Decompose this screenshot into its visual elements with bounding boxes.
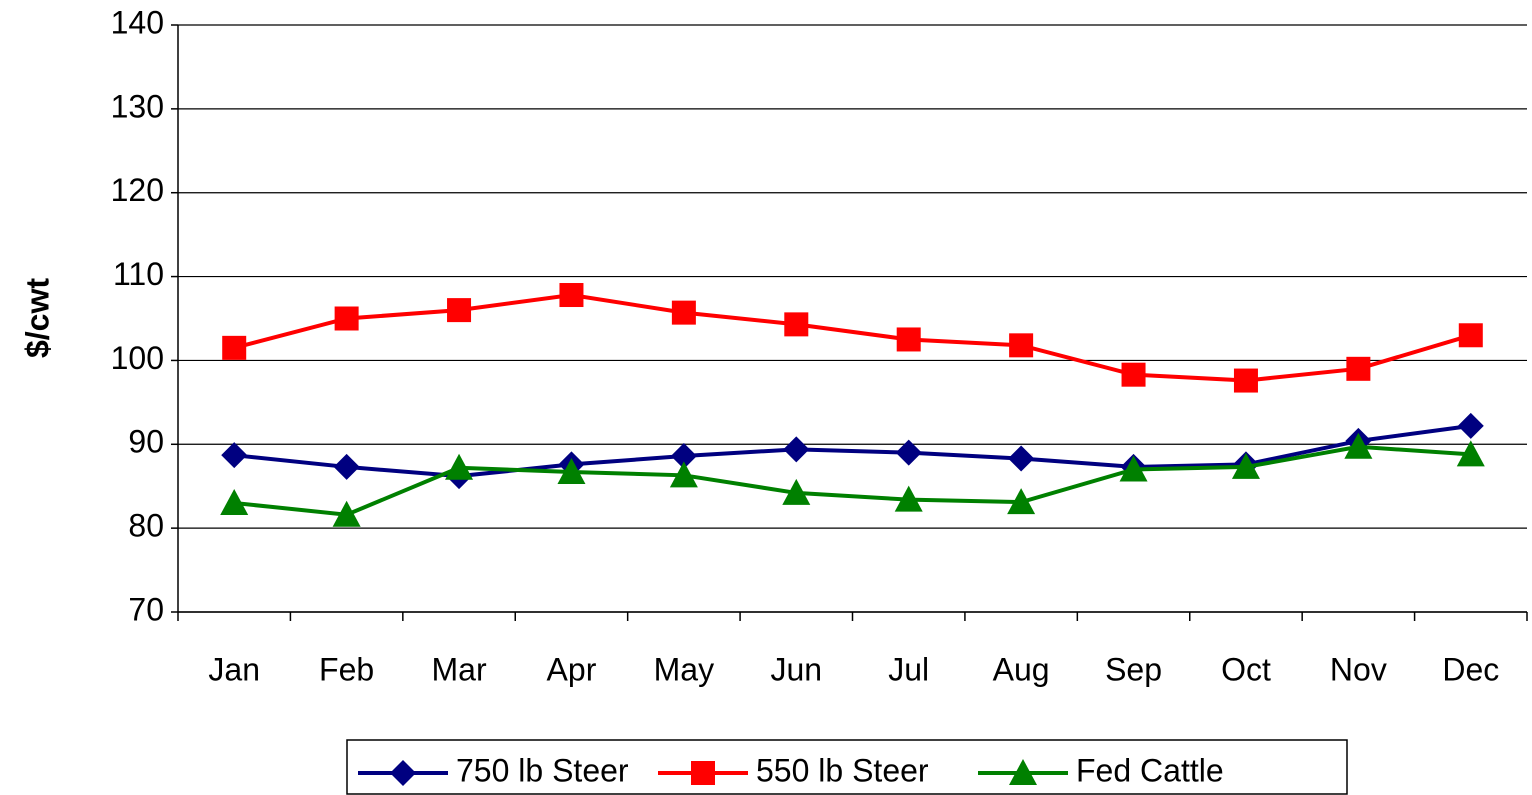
marker	[1231, 452, 1260, 479]
x-tick-label: Aug	[993, 651, 1050, 687]
x-tick-label: Sep	[1105, 651, 1162, 687]
marker	[895, 439, 922, 466]
marker	[334, 306, 359, 331]
y-tick-label: 120	[111, 172, 164, 208]
marker	[1009, 333, 1034, 358]
marker	[1456, 440, 1485, 467]
y-tick-label: 110	[113, 256, 164, 292]
marker	[222, 335, 247, 360]
legend: 750 lb Steer 550 lb Steer Fed Cattle	[346, 739, 1348, 795]
marker	[1457, 412, 1484, 439]
x-tick-label: Feb	[319, 651, 374, 687]
marker	[333, 453, 360, 480]
series-line	[234, 423, 1472, 479]
series	[222, 283, 1483, 393]
x-tick-label: Mar	[431, 651, 486, 687]
marker	[1007, 488, 1036, 515]
marker	[559, 283, 584, 308]
marker	[894, 485, 923, 512]
marker	[1008, 445, 1035, 472]
marker	[445, 453, 474, 480]
series-line	[233, 292, 1472, 383]
marker	[1344, 432, 1373, 459]
x-tick-label: Dec	[1442, 651, 1499, 687]
legend-box	[346, 739, 1348, 795]
x-tick-label: Jan	[208, 651, 260, 687]
marker	[1233, 368, 1258, 393]
marker	[783, 436, 810, 463]
series	[221, 412, 1484, 490]
marker	[1346, 356, 1371, 381]
marker	[896, 327, 921, 352]
series	[220, 432, 1485, 527]
x-tick-label: Apr	[547, 651, 597, 687]
y-tick-label: 100	[111, 340, 164, 376]
marker	[782, 478, 811, 505]
marker	[691, 761, 715, 785]
x-tick-label: Oct	[1221, 651, 1271, 687]
y-tick-label: 90	[128, 424, 164, 460]
marker	[220, 488, 249, 515]
y-tick-label: 80	[128, 508, 164, 544]
marker	[221, 442, 248, 469]
legend-label: Fed Cattle	[1076, 752, 1224, 788]
marker	[1458, 323, 1483, 348]
marker	[447, 298, 472, 323]
x-tick-label: Nov	[1330, 651, 1387, 687]
x-tick-label: May	[654, 651, 714, 687]
marker	[1121, 362, 1146, 387]
marker	[670, 443, 697, 470]
legend-label: 550 lb Steer	[756, 752, 929, 788]
marker	[669, 461, 698, 488]
y-tick-label: 130	[111, 88, 164, 124]
series-line	[234, 444, 1471, 517]
x-tick-label: Jul	[888, 651, 929, 687]
marker	[671, 300, 696, 325]
marker	[1009, 759, 1037, 785]
marker	[1119, 455, 1148, 482]
marker	[332, 500, 361, 527]
marker	[557, 457, 586, 484]
y-axis-label: $/cwt	[19, 278, 55, 358]
legend-label: 750 lb Steer	[456, 752, 629, 788]
marker	[784, 312, 809, 337]
x-tick-label: Jun	[770, 651, 822, 687]
y-tick-label: 140	[111, 4, 164, 40]
y-tick-label: 70	[128, 591, 164, 627]
marker	[390, 760, 416, 786]
